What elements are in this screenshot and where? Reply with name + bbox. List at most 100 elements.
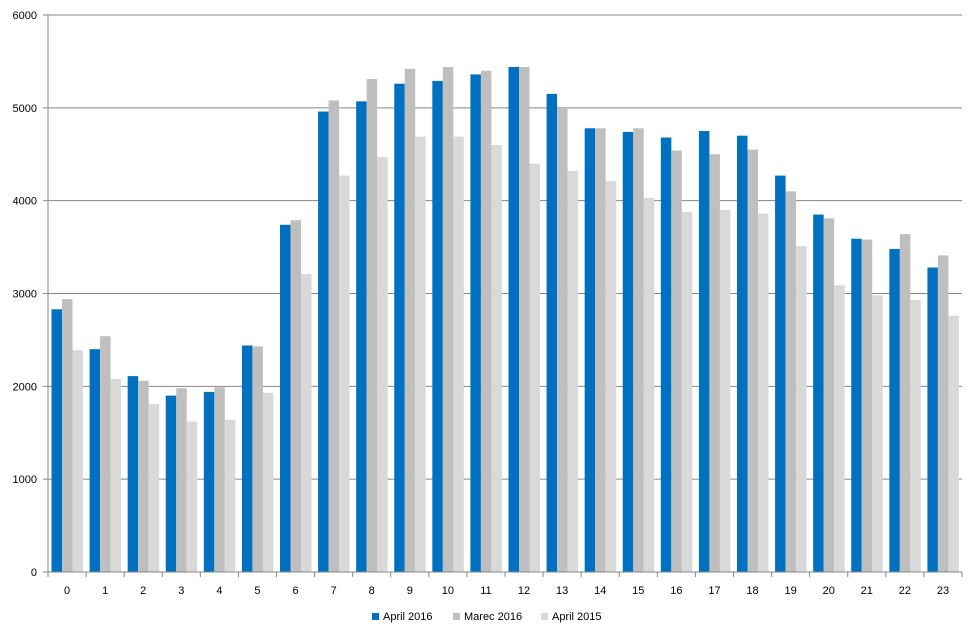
bar-april-2016-20 — [813, 214, 824, 572]
bar-april-2016-1 — [89, 349, 101, 572]
bar-marec-2016-14 — [595, 128, 606, 573]
bar-april-2016-13 — [546, 93, 558, 573]
x-tick-label: 2 — [140, 585, 146, 597]
x-tick-label: 13 — [556, 585, 568, 597]
bar-april-2016-16 — [660, 137, 672, 573]
bar-marec-2016-20 — [823, 218, 835, 572]
bar-april-2015-8 — [377, 157, 388, 572]
bar-april-2015-12 — [529, 163, 540, 573]
bar-april-2015-7 — [339, 175, 350, 572]
bar-april-2016-2 — [127, 376, 139, 572]
bar-april-2016-8 — [356, 101, 367, 573]
bar-april-2015-15 — [643, 197, 655, 573]
bar-april-2016-17 — [698, 131, 710, 572]
x-tick-label: 17 — [708, 585, 720, 597]
legend-label: April 2016 — [383, 611, 433, 623]
bar-april-2015-17 — [719, 209, 731, 572]
y-tick-label: 6000 — [13, 10, 37, 22]
bar-marec-2016-5 — [252, 346, 263, 572]
y-tick-labels: 0 1000 2000 3000 4000 5000 6000 — [13, 10, 37, 579]
bar-marec-2016-1 — [100, 336, 111, 572]
bar-april-2015-14 — [605, 181, 617, 572]
x-tick-label: 21 — [861, 585, 873, 597]
bar-april-2016-22 — [889, 248, 900, 572]
bar-april-2016-12 — [508, 66, 519, 572]
legend: April 2016 Marec 2016 April 2015 — [372, 611, 602, 623]
bar-april-2015-3 — [186, 421, 198, 572]
bar-april-2016-11 — [470, 74, 481, 572]
bar-marec-2016-18 — [747, 149, 758, 572]
bar-marec-2016-7 — [328, 100, 340, 572]
bar-marec-2016-10 — [442, 66, 454, 572]
bar-april-2016-0 — [51, 309, 62, 572]
x-tick-label: 19 — [785, 585, 797, 597]
x-tick-label: 10 — [442, 585, 454, 597]
bar-marec-2016-9 — [404, 68, 416, 573]
bar-april-2015-6 — [301, 274, 312, 572]
x-tick-label: 1 — [102, 585, 108, 597]
bar-april-2015-23 — [948, 315, 959, 572]
bar-marec-2016-0 — [62, 299, 73, 572]
bar-april-2016-3 — [165, 395, 177, 572]
bar-april-2016-6 — [280, 224, 291, 572]
bar-april-2016-7 — [318, 111, 329, 573]
bar-april-2015-9 — [415, 136, 426, 572]
x-tick-label: 8 — [369, 585, 375, 597]
bar-marec-2016-4 — [214, 387, 225, 572]
legend-swatch — [453, 613, 460, 620]
bar-marec-2016-15 — [633, 128, 644, 573]
bar-marec-2016-17 — [709, 154, 720, 572]
x-tick-label: 6 — [292, 585, 298, 597]
x-tick-label: 14 — [594, 585, 606, 597]
bar-april-2015-10 — [453, 136, 464, 572]
legend-swatch — [372, 613, 379, 620]
bar-april-2015-4 — [224, 419, 236, 572]
x-tick-label: 12 — [518, 585, 530, 597]
bar-april-2015-22 — [910, 299, 921, 572]
bar-april-2015-2 — [148, 403, 160, 572]
bar-marec-2016-19 — [785, 191, 797, 572]
x-tick-label: 23 — [937, 585, 949, 597]
bar-marec-2016-8 — [366, 79, 378, 573]
bar-april-2015-11 — [491, 144, 502, 572]
x-tick-label: 7 — [331, 585, 337, 597]
x-tick-labels: 0 1 2 3 4 5 6 7 8 9 10 11 12 13 14 15 16 17 18 19 20 21 22 23 — [64, 585, 949, 597]
bar-april-2016-5 — [241, 345, 253, 572]
bar-april-2015-13 — [567, 170, 579, 572]
bar-marec-2016-6 — [290, 220, 301, 572]
bar-marec-2016-3 — [176, 388, 187, 572]
bar-marec-2016-21 — [861, 239, 873, 572]
bar-april-2015-1 — [110, 378, 122, 572]
y-tick-label: 1000 — [13, 474, 37, 486]
bar-marec-2016-23 — [937, 255, 949, 572]
x-tick-label: 9 — [407, 585, 413, 597]
x-tick-label: 4 — [216, 585, 222, 597]
bar-april-2016-19 — [775, 175, 786, 572]
bar-marec-2016-2 — [138, 380, 149, 572]
bar-april-2016-23 — [927, 267, 938, 572]
x-tick-label: 5 — [254, 585, 260, 597]
bars — [51, 66, 959, 573]
bar-april-2015-18 — [758, 213, 769, 572]
legend-label: April 2015 — [552, 611, 602, 623]
x-tick-label: 11 — [480, 585, 491, 597]
bar-marec-2016-11 — [480, 70, 492, 572]
x-tick-label: 22 — [899, 585, 911, 597]
bar-april-2016-10 — [432, 80, 443, 572]
axes — [43, 14, 963, 577]
bar-april-2015-21 — [872, 295, 883, 572]
gridlines — [48, 14, 962, 480]
bar-marec-2016-12 — [519, 66, 530, 572]
bar-april-2016-4 — [203, 391, 215, 572]
bar-april-2016-18 — [737, 135, 748, 572]
bar-april-2016-14 — [584, 128, 596, 573]
y-tick-label: 0 — [31, 567, 37, 579]
bar-april-2015-16 — [681, 211, 693, 572]
x-tick-label: 3 — [178, 585, 184, 597]
bar-marec-2016-16 — [671, 150, 682, 572]
y-tick-label: 2000 — [13, 381, 37, 393]
x-tick-label: 15 — [632, 585, 644, 597]
x-tick-label: 20 — [823, 585, 835, 597]
legend-label: Marec 2016 — [464, 611, 522, 623]
y-tick-label: 4000 — [13, 196, 37, 208]
